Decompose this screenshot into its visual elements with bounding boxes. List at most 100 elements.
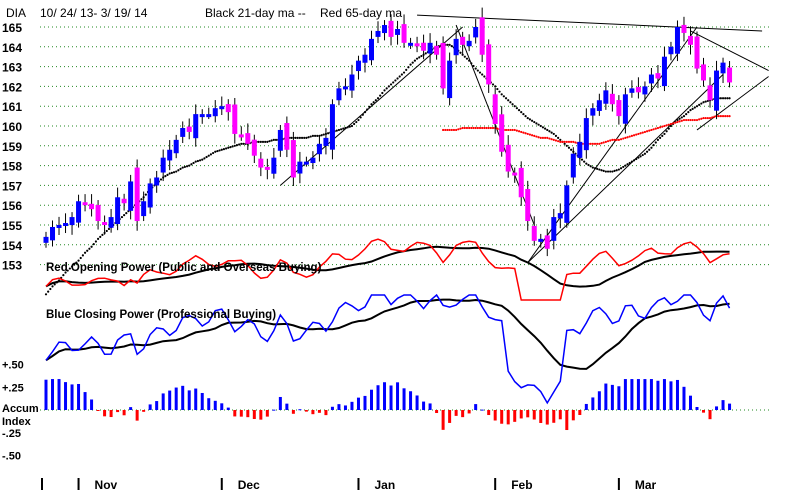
- ma21-dot-85-2: [602, 169, 605, 172]
- ma21-dot-20-0: [175, 170, 178, 173]
- ma21-dot-51-1: [379, 94, 382, 97]
- ma65-dot-88-2: [622, 137, 625, 140]
- ma65-dot-101-2: [706, 116, 709, 120]
- ma21-dot-21-0: [181, 166, 184, 169]
- ma21-dot-101-0: [702, 101, 705, 104]
- ma21-dot-73-0: [520, 111, 523, 114]
- ma65-dot-71-1: [509, 128, 512, 132]
- candle-body-2: [56, 225, 62, 228]
- candle-body-29: [232, 104, 238, 134]
- ma65-dot-68-2: [491, 126, 495, 130]
- accum-bar-15: [142, 410, 146, 412]
- ma65-dot-63-0: [455, 128, 458, 132]
- ma21-dot-9-2: [107, 227, 111, 231]
- accum-bar-10: [109, 410, 113, 418]
- accum-bar-18: [161, 393, 165, 410]
- ma21-dot-53-0: [389, 83, 393, 86]
- ma21-dot-85-1: [600, 169, 603, 172]
- ma21-dot-21-2: [185, 165, 189, 168]
- accum-bar-0: [44, 379, 48, 410]
- accum-bar-84: [591, 397, 595, 410]
- ma65-dot-81-0: [572, 140, 575, 143]
- candle-body-58: [421, 42, 427, 51]
- accum-bar-29: [233, 410, 237, 417]
- ma21-dot-3-0: [64, 271, 67, 274]
- accum-bar-25: [207, 398, 211, 410]
- ma21-dot-79-0: [559, 138, 562, 141]
- candle-body-16: [147, 183, 153, 208]
- price-tick-163: 163: [2, 61, 22, 75]
- accum-bar-36: [278, 396, 282, 410]
- price-tick-165: 165: [2, 21, 22, 35]
- candle-body-23: [193, 114, 199, 139]
- ma65-dot-65-2: [472, 126, 475, 130]
- ma21-dot-75-1: [535, 122, 538, 125]
- ma21-dot-23-1: [196, 159, 199, 163]
- ma21-dot-73-2: [524, 115, 527, 118]
- candle-body-5: [76, 201, 82, 223]
- accum-bar-63: [454, 410, 458, 416]
- ma65-dot-99-0: [689, 118, 692, 122]
- ma21-dot-90-1: [632, 159, 636, 162]
- ma65-dot-74-1: [528, 133, 532, 136]
- ma65-dot-96-0: [669, 122, 673, 126]
- accum-bar-102: [708, 410, 712, 420]
- ma21-dot-86-2: [609, 170, 612, 173]
- ma21-dot-47-1: [353, 122, 356, 126]
- candle-body-28: [225, 104, 231, 113]
- ma21-dot-66-0: [474, 67, 477, 70]
- candle-body-69: [492, 94, 498, 125]
- ma21-dot-84-1: [593, 167, 597, 170]
- candle-body-59: [427, 42, 433, 54]
- accum-bar-56: [409, 391, 413, 410]
- ma21-dot-33-0: [259, 140, 262, 143]
- ma65-dot-95-2: [667, 123, 670, 126]
- candle-body-68: [486, 44, 492, 85]
- accum-index-label-line2: Index: [2, 416, 32, 428]
- candle-body-12: [121, 198, 127, 204]
- accum-bar-59: [428, 403, 432, 410]
- ma65-dot-102-2: [713, 115, 716, 118]
- accum-bar-39: [298, 409, 302, 411]
- ma65-dot-103-2: [719, 115, 722, 118]
- ma65-dot-102-1: [711, 116, 714, 119]
- candle-body-56: [408, 42, 414, 46]
- accum-bar-88: [617, 386, 621, 410]
- candle-body-32: [251, 139, 257, 156]
- ma65-dot-83-2: [589, 142, 592, 145]
- ma21-dot-0-1: [47, 290, 50, 293]
- ma21-dot-29-0: [233, 144, 236, 147]
- ma21-dot-71-2: [511, 103, 514, 106]
- ma21-dot-77-2: [550, 131, 553, 134]
- ma65-dot-90-0: [630, 134, 634, 137]
- ma21-dot-37-2: [290, 136, 293, 139]
- price-tick-164: 164: [2, 41, 22, 55]
- ma21-dot-5-0: [77, 259, 80, 262]
- ma65-dot-73-0: [520, 130, 523, 134]
- accum-bar-35: [272, 409, 276, 411]
- candle-body-7: [89, 203, 95, 210]
- ma65-dot-69-1: [496, 127, 499, 130]
- candle-body-57: [414, 43, 420, 47]
- ma21-dot-28-1: [229, 146, 232, 149]
- ma21-dot-70-1: [502, 95, 505, 98]
- ma65-dot-105-0: [728, 115, 731, 118]
- ma65-dot-66-0: [474, 126, 477, 130]
- ma65-dot-72-1: [515, 129, 518, 132]
- accum-bar-97: [675, 379, 679, 410]
- candle-body-35: [271, 157, 277, 174]
- ma65-dot-75-1: [535, 135, 538, 138]
- accum-bar-54: [396, 382, 400, 410]
- ma21-dot-11-2: [120, 215, 124, 219]
- ma21-dot-6-1: [86, 249, 89, 252]
- ma21-dot-83-0: [585, 162, 588, 165]
- ma21-dot-8-1: [99, 235, 102, 238]
- candle-body-50: [369, 38, 374, 61]
- ma21-dot-6-0: [83, 251, 87, 254]
- candle-body-3: [63, 223, 69, 227]
- candle-body-54: [395, 28, 401, 35]
- ma21-dot-45-0: [337, 128, 341, 132]
- ma21-dot-87-1: [613, 169, 616, 172]
- candle-body-25: [206, 114, 212, 118]
- accum-bar-61: [441, 410, 445, 430]
